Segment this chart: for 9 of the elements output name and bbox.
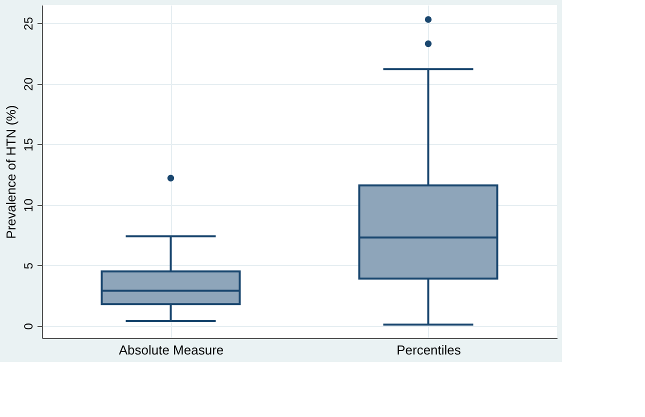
- y-axis-title: Prevalence of HTN (%): [4, 105, 18, 239]
- y-tick-label: 5: [22, 262, 36, 270]
- x-tick-label: Percentiles: [396, 342, 462, 358]
- y-tick-label: 10: [22, 198, 36, 212]
- y-tick-label: 0: [22, 322, 36, 330]
- x-tick-label: Absolute Measure: [118, 342, 224, 358]
- y-tick-label: 15: [22, 138, 36, 152]
- y-tick-label: 20: [22, 77, 36, 91]
- y-tick-label: 25: [22, 16, 36, 30]
